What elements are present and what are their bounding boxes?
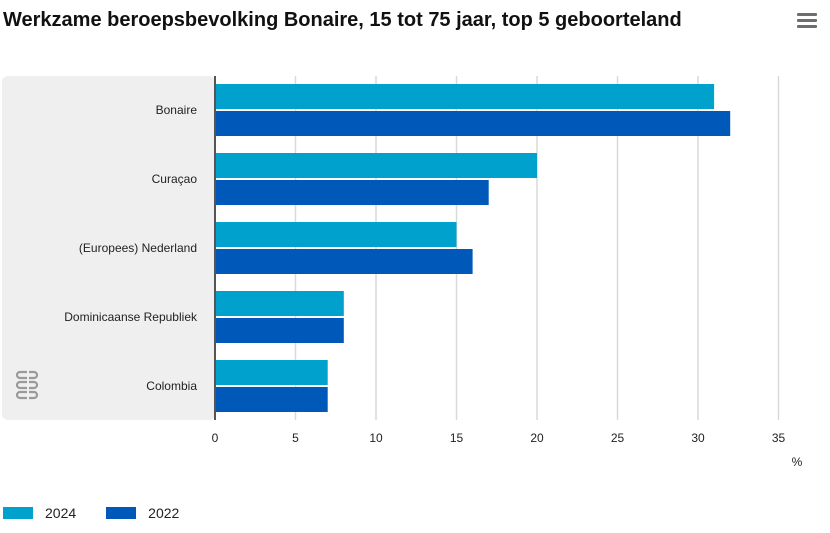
bar-2022[interactable]: [215, 318, 344, 343]
x-tick-label: 25: [611, 431, 625, 445]
chart-legend: 2024 2022: [3, 505, 179, 521]
x-tick-label: 5: [292, 431, 299, 445]
x-tick-label: 35: [772, 431, 786, 445]
x-tick-label: 30: [691, 431, 705, 445]
chart-title: Werkzame beroepsbevolking Bonaire, 15 to…: [3, 9, 682, 31]
category-label: (Europees) Nederland: [79, 241, 197, 255]
bar-2022[interactable]: [215, 387, 328, 412]
x-tick-label: 10: [369, 431, 383, 445]
x-axis-ticks: 0 5 10 15 20 25 30 35: [212, 431, 786, 445]
category-label: Curaçao: [152, 172, 198, 186]
x-tick-label: 15: [450, 431, 464, 445]
legend-item-2022[interactable]: 2022: [106, 505, 179, 521]
bar-2022[interactable]: [215, 180, 489, 205]
bar-2024[interactable]: [215, 84, 715, 109]
x-tick-label: 0: [212, 431, 219, 445]
bar-2024[interactable]: [215, 360, 328, 385]
legend-item-2024[interactable]: 2024: [3, 505, 76, 521]
cbs-logo: [15, 370, 39, 400]
category-panel: [2, 76, 215, 420]
x-tick-label: 20: [530, 431, 544, 445]
bar-chart: Bonaire Curaçao (Europees) Nederland Domini…: [2, 76, 803, 469]
legend-swatch-2024: [3, 507, 33, 519]
bars: [215, 84, 731, 412]
category-label: Bonaire: [156, 103, 198, 117]
category-label: Dominicaanse Republiek: [64, 310, 198, 324]
bar-2022[interactable]: [215, 249, 473, 274]
legend-label-2024: 2024: [45, 505, 77, 521]
legend-label-2022: 2022: [148, 505, 180, 521]
hamburger-menu-icon[interactable]: [794, 10, 820, 36]
category-labels: Bonaire Curaçao (Europees) Nederland Domini…: [64, 103, 198, 393]
category-label: Colombia: [146, 379, 197, 393]
bar-2022[interactable]: [215, 111, 731, 136]
bar-2024[interactable]: [215, 291, 344, 316]
bar-2024[interactable]: [215, 153, 537, 178]
x-axis-unit-label: %: [792, 455, 803, 469]
bar-2024[interactable]: [215, 222, 457, 247]
legend-swatch-2022: [106, 507, 137, 519]
